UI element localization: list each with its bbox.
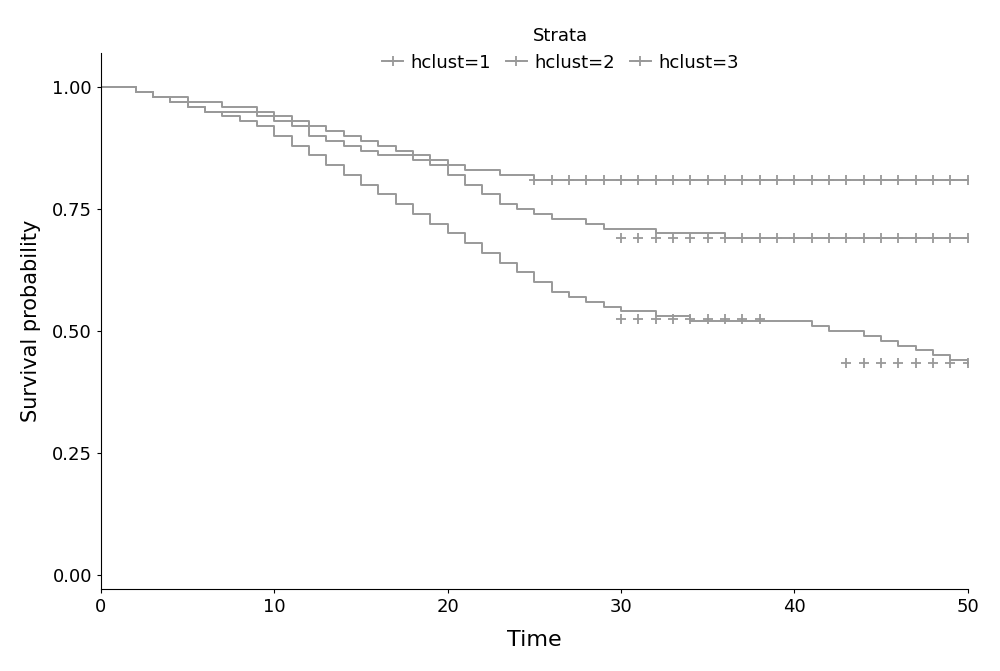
X-axis label: Time: Time — [507, 630, 562, 650]
Y-axis label: Survival probability: Survival probability — [21, 220, 41, 422]
Legend: hclust=1, hclust=2, hclust=3: hclust=1, hclust=2, hclust=3 — [375, 19, 746, 79]
